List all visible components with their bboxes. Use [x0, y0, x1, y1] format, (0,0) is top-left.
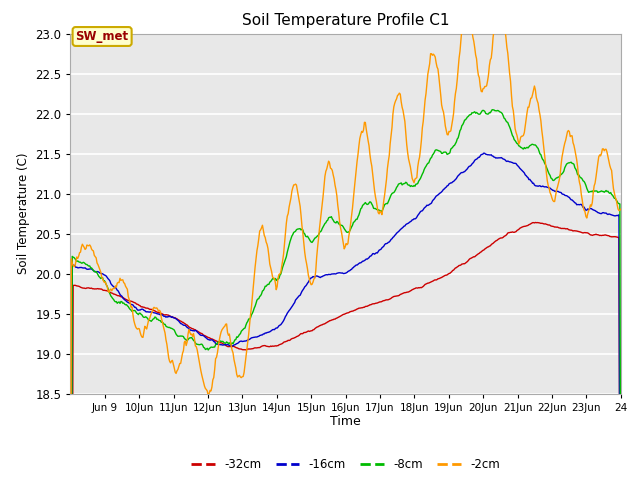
Legend: -32cm, -16cm, -8cm, -2cm: -32cm, -16cm, -8cm, -2cm	[187, 454, 504, 476]
Title: Soil Temperature Profile C1: Soil Temperature Profile C1	[242, 13, 449, 28]
X-axis label: Time: Time	[330, 415, 361, 429]
Text: SW_met: SW_met	[76, 30, 129, 43]
Y-axis label: Soil Temperature (C): Soil Temperature (C)	[17, 153, 29, 275]
